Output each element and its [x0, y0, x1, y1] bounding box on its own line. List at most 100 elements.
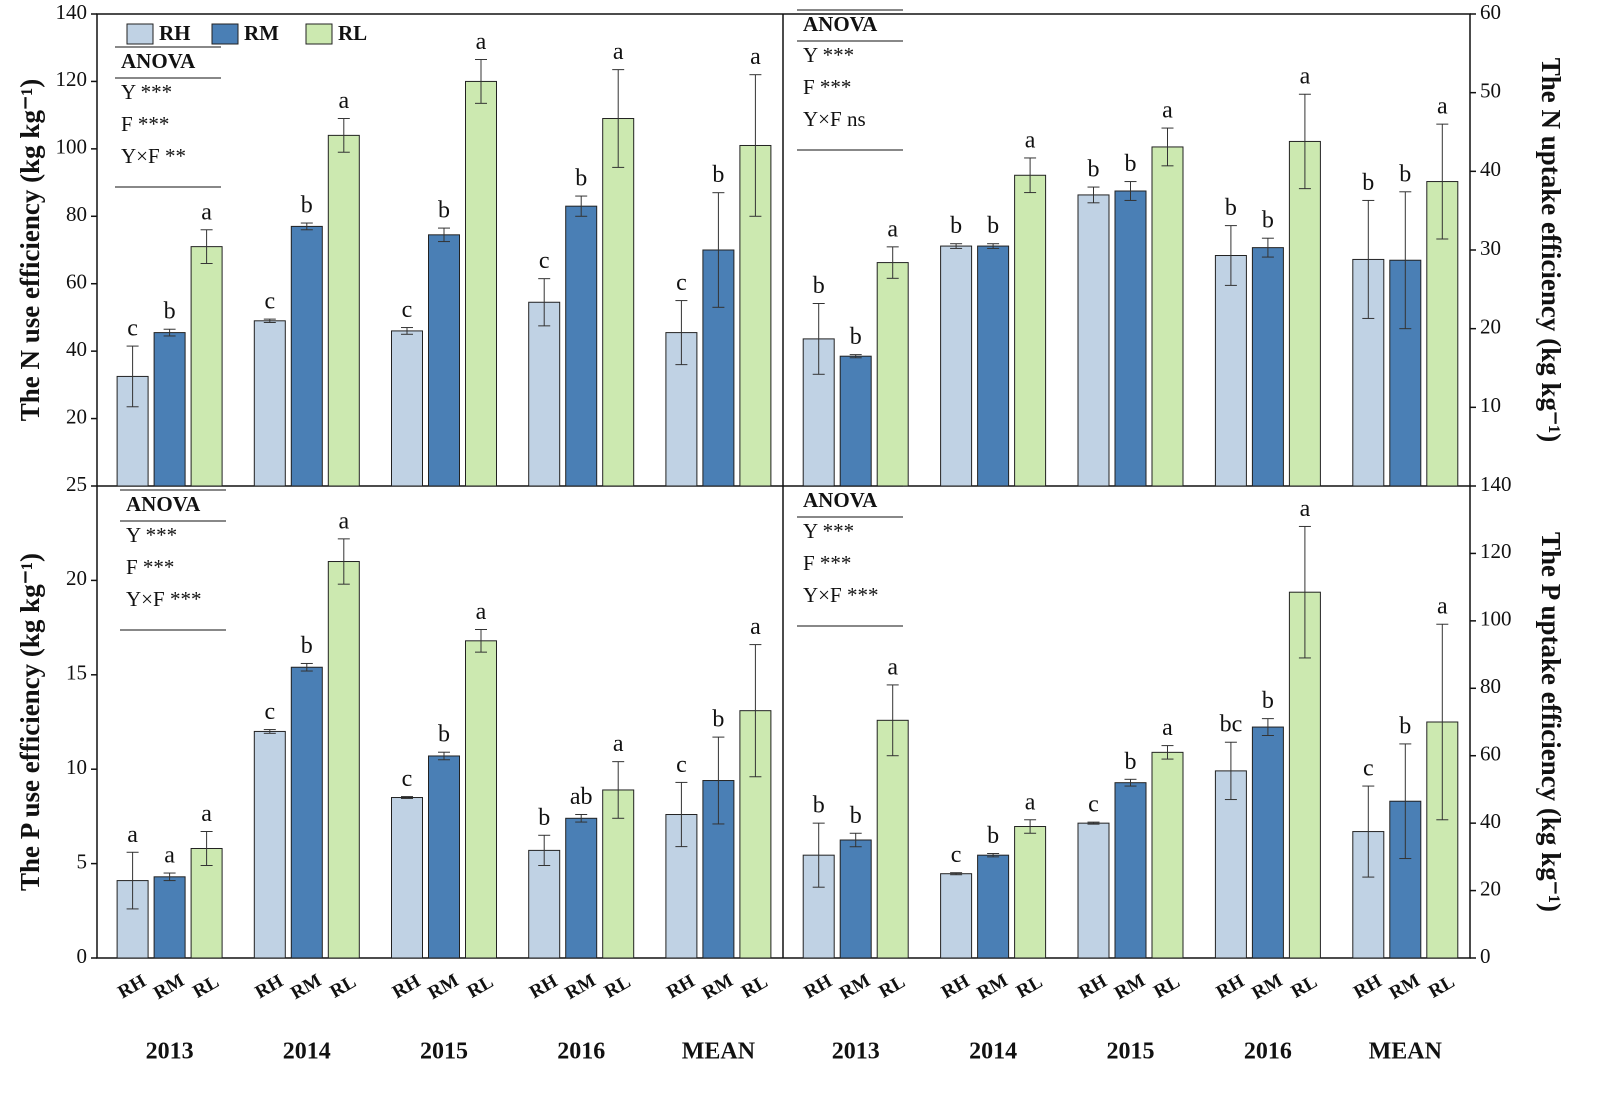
y-tick-label: 140 [56, 0, 88, 24]
y-tick-label: 0 [1480, 944, 1491, 968]
significance-letter: a [201, 199, 212, 225]
bar [253, 320, 286, 487]
significance-letter: a [201, 801, 212, 827]
bar-label: RL [1013, 971, 1046, 1002]
bar [1288, 140, 1321, 487]
anova-row: F *** [121, 112, 169, 136]
significance-letter: a [1162, 98, 1173, 124]
significance-letter: b [712, 707, 724, 733]
significance-letter: b [538, 805, 550, 831]
y-tick-label: 0 [77, 944, 88, 968]
y-tick-label: 20 [1480, 314, 1501, 338]
bar-label: RM [150, 970, 188, 1004]
y-tick-label: 40 [66, 337, 87, 361]
bar-label: RH [801, 971, 836, 1004]
bar-label: RM [287, 970, 325, 1004]
anova-row: Y *** [126, 523, 177, 547]
significance-letter: b [438, 722, 450, 748]
y-tick-label: 40 [1480, 809, 1501, 833]
significance-letter: b [950, 213, 962, 239]
bar [290, 666, 323, 959]
y-tick-label: 50 [1480, 78, 1501, 102]
y-axis-label: The P use efficiency (kg kg⁻¹) [15, 553, 45, 891]
bar-label: RL [738, 971, 771, 1002]
significance-letter: a [613, 39, 624, 65]
significance-letter: b [987, 213, 999, 239]
bar [153, 332, 186, 487]
bar [876, 262, 909, 487]
significance-letter: c [539, 248, 550, 274]
y-tick-label: 15 [66, 661, 87, 685]
significance-letter: c [1363, 756, 1374, 782]
bar [153, 876, 186, 959]
bar [465, 640, 497, 959]
anova-row: Y *** [803, 519, 854, 543]
significance-letter: a [1300, 64, 1311, 90]
anova-row: Y×F ** [121, 144, 186, 168]
significance-letter: b [1125, 151, 1137, 177]
significance-letter: a [1025, 789, 1036, 815]
bar [1214, 255, 1247, 487]
significance-letter: b [813, 273, 825, 299]
significance-letter: b [575, 166, 587, 192]
significance-letter: b [712, 162, 724, 188]
anova-title: ANOVA [121, 49, 196, 73]
significance-letter: a [476, 29, 487, 55]
significance-letter: a [887, 216, 898, 242]
bar-label: RL [601, 971, 634, 1002]
significance-letter: bc [1220, 712, 1243, 738]
y-tick-label: 120 [1480, 539, 1512, 563]
bar [391, 797, 423, 959]
bar [839, 355, 872, 487]
bar [977, 854, 1010, 959]
significance-letter: c [1088, 792, 1099, 818]
anova-row: Y×F *** [126, 587, 201, 611]
bar-label: RH [938, 971, 973, 1004]
bar [190, 847, 223, 959]
bar-label: RM [974, 970, 1012, 1004]
bar [1014, 174, 1047, 487]
group-label: 2015 [420, 1039, 468, 1065]
significance-letter: b [164, 299, 176, 325]
bar-label: RH [114, 971, 149, 1004]
significance-letter: b [813, 793, 825, 819]
y-tick-label: 60 [1480, 742, 1501, 766]
y-axis-label: The P uptake efficiency (kg kg⁻¹) [1536, 532, 1566, 912]
y-tick-label: 20 [66, 404, 87, 428]
significance-letter: c [951, 842, 962, 868]
anova-title: ANOVA [126, 492, 201, 516]
bar-label: RH [1213, 971, 1248, 1004]
bar [665, 814, 698, 959]
bar [253, 730, 286, 959]
y-tick-label: 5 [77, 849, 88, 873]
group-label: MEAN [1369, 1039, 1443, 1065]
legend-label: RL [338, 21, 367, 45]
y-tick-label: 20 [1480, 876, 1501, 900]
y-tick-label: 25 [66, 472, 87, 496]
significance-letter: a [750, 614, 761, 640]
anova-row: Y×F ns [803, 107, 866, 131]
y-tick-label: 40 [1480, 157, 1501, 181]
significance-letter: a [338, 88, 349, 114]
significance-letter: c [676, 752, 687, 778]
legend-label: RH [159, 21, 191, 45]
bar [1251, 726, 1284, 959]
anova-row: F *** [126, 555, 174, 579]
bar [1251, 247, 1284, 487]
significance-letter: a [476, 599, 487, 625]
bar [1114, 190, 1147, 487]
legend-swatch [211, 23, 239, 45]
y-tick-label: 100 [1480, 607, 1512, 631]
significance-letter: b [1125, 749, 1137, 775]
significance-letter: b [1262, 688, 1274, 714]
anova-title: ANOVA [803, 12, 878, 36]
y-tick-label: 140 [1480, 472, 1512, 496]
y-tick-label: 80 [1480, 674, 1501, 698]
significance-letter: c [264, 289, 275, 315]
bar-label: RH [389, 971, 424, 1004]
significance-letter: b [850, 324, 862, 350]
significance-letter: a [1437, 594, 1448, 620]
bar-label: RM [424, 970, 462, 1004]
anova-row: F *** [803, 551, 851, 575]
